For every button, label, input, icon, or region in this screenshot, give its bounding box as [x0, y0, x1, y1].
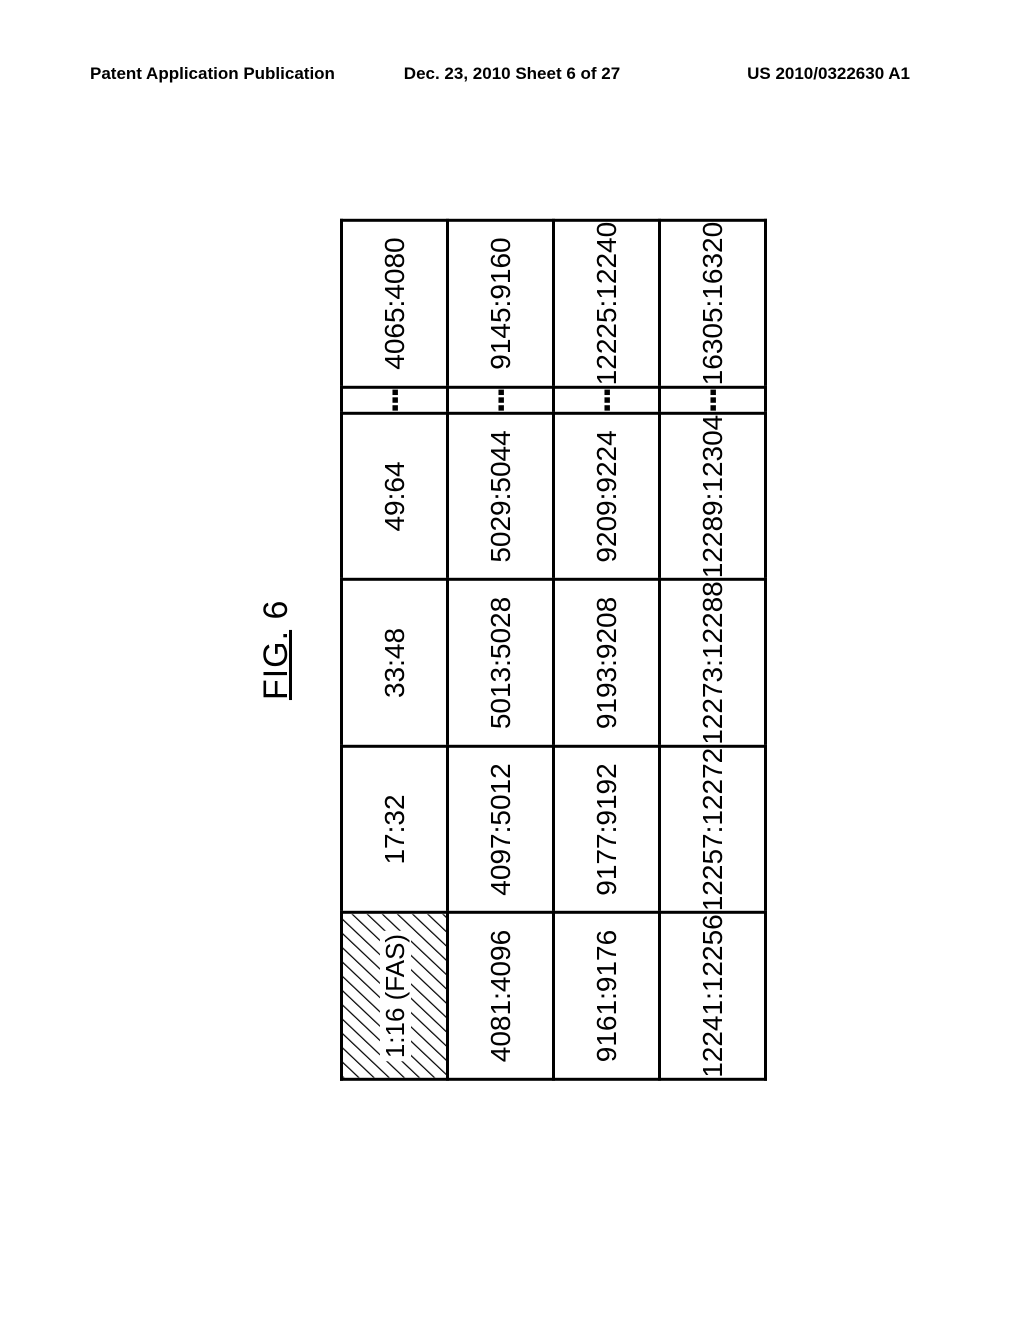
- cell-value: 1:16 (FAS): [380, 934, 410, 1058]
- cell-value: 16305:16320: [660, 220, 766, 387]
- cell-ellipsis: ▪▪▪: [448, 387, 554, 413]
- header-right: US 2010/0322630 A1: [747, 64, 910, 84]
- cell-value: 17:32: [342, 746, 448, 913]
- cell-value: 9193:9208: [554, 580, 660, 747]
- cell-value: 9161:9176: [554, 913, 660, 1080]
- table-row: 9161:9176 9177:9192 9193:9208 9209:9224 …: [554, 220, 660, 1079]
- table-row: 12241:12256 12257:12272 12273:12288 1228…: [660, 220, 766, 1079]
- figure-label: FIG. 6: [257, 219, 296, 1081]
- data-table: 1:16 (FAS) 17:32 33:48 49:64 ▪▪▪ 4065:40…: [340, 219, 767, 1081]
- table-row: 4081:4096 4097:5012 5013:5028 5029:5044 …: [448, 220, 554, 1079]
- cell-value: 4081:4096: [448, 913, 554, 1080]
- cell-value: 12225:12240: [554, 220, 660, 387]
- cell-value: 9145:9160: [448, 220, 554, 387]
- figure-label-number: 6: [257, 600, 295, 630]
- cell-value: 9209:9224: [554, 413, 660, 580]
- cell-hatched: 1:16 (FAS): [342, 913, 448, 1080]
- cell-value: 12273:12288: [660, 580, 766, 747]
- cell-value: 49:64: [342, 413, 448, 580]
- cell-value: 9177:9192: [554, 746, 660, 913]
- cell-value: 12289:12304: [660, 413, 766, 580]
- cell-ellipsis: ▪▪▪: [554, 387, 660, 413]
- figure-6: FIG. 6 1:16 (FAS) 17:32 33:48 49:64 ▪▪▪: [257, 219, 767, 1081]
- table-row: 1:16 (FAS) 17:32 33:48 49:64 ▪▪▪ 4065:40…: [342, 220, 448, 1079]
- cell-value: 4097:5012: [448, 746, 554, 913]
- cell-ellipsis: ▪▪▪: [660, 387, 766, 413]
- cell-value: 12241:12256: [660, 913, 766, 1080]
- header-left: Patent Application Publication: [90, 64, 335, 84]
- cell-ellipsis: ▪▪▪: [342, 387, 448, 413]
- cell-value: 5029:5044: [448, 413, 554, 580]
- cell-value: 5013:5028: [448, 580, 554, 747]
- figure-label-prefix: FIG.: [257, 630, 295, 700]
- cell-value: 33:48: [342, 580, 448, 747]
- cell-value: 12257:12272: [660, 746, 766, 913]
- header-center: Dec. 23, 2010 Sheet 6 of 27: [404, 64, 620, 84]
- cell-value: 4065:4080: [342, 220, 448, 387]
